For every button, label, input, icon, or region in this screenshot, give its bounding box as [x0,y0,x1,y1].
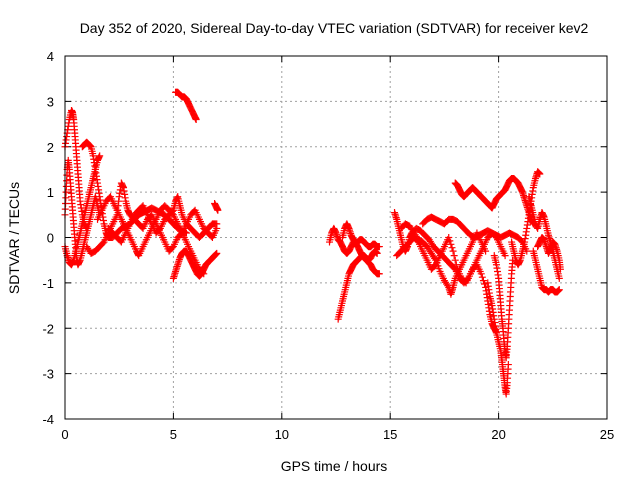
data-point [444,282,452,290]
data-point [478,273,486,281]
data-point [481,280,489,288]
y-tick-label: 1 [47,185,54,200]
data-point [375,243,383,251]
y-tick-label: 0 [47,231,54,246]
data-points [61,88,564,398]
x-tick-label: 5 [170,427,177,442]
x-tick-label: 15 [383,427,397,442]
chart-title: Day 352 of 2020, Sidereal Day-to-day VTE… [80,20,589,36]
y-tick-label: -2 [42,321,54,336]
data-point [501,252,509,260]
y-tick-label: -1 [42,276,54,291]
y-tick-label: 4 [47,49,54,64]
data-point [96,152,104,160]
y-tick-label: 2 [47,140,54,155]
data-point [555,274,563,282]
axis-ticks: 0 5 10 15 20 25 -4 -3 -2 -1 0 1 2 3 4 [42,49,614,442]
x-axis-label: GPS time / hours [281,458,388,474]
data-point [482,247,490,255]
data-point [536,170,544,178]
data-point [504,361,512,369]
data-point [168,207,176,215]
data-point [447,240,455,248]
data-point [373,249,381,257]
data-point [449,247,457,255]
y-tick-label: 3 [47,94,54,109]
data-point [479,277,487,285]
data-point [213,220,221,228]
data-point [375,270,383,278]
y-tick-label: -4 [42,412,54,427]
data-point [445,234,453,241]
y-tick-label: -3 [42,367,54,382]
data-point [477,270,485,278]
data-point [448,244,456,252]
data-point [446,237,454,245]
x-tick-label: 0 [61,427,68,442]
data-point [450,252,458,260]
data-point [213,249,221,257]
plot-frame [64,55,608,420]
data-point [214,206,222,214]
data-point [192,116,200,124]
data-point [451,256,459,264]
y-axis-label: SDTVAR / TECUs [6,182,22,294]
x-tick-label: 10 [275,427,289,442]
data-point [555,286,563,294]
x-tick-label: 20 [491,427,505,442]
data-point [556,265,564,273]
data-point [431,254,439,262]
x-tick-label: 25 [600,427,614,442]
